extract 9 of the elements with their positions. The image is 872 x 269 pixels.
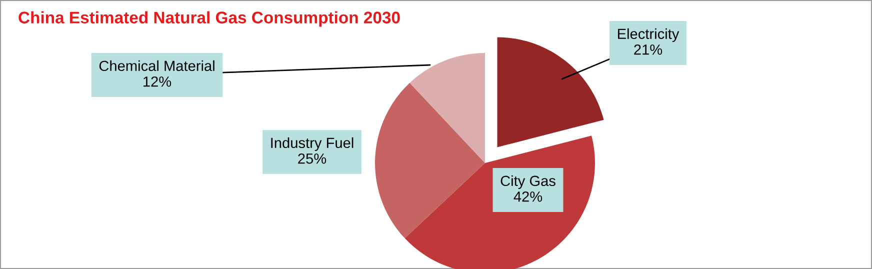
data-label: 25%	[298, 153, 326, 164]
chart-title: China Estimated Natural Gas Consumption 2030	[18, 11, 400, 27]
data-label: 21%	[634, 44, 662, 55]
slice-label: Chemical Material	[99, 60, 214, 72]
slice-label: Electricity	[618, 28, 680, 42]
data-label: 42%	[514, 191, 542, 202]
data-label: 12%	[144, 76, 172, 87]
slice-label: Industry Fuel	[271, 137, 354, 151]
slice-label: City Gas	[500, 175, 556, 189]
